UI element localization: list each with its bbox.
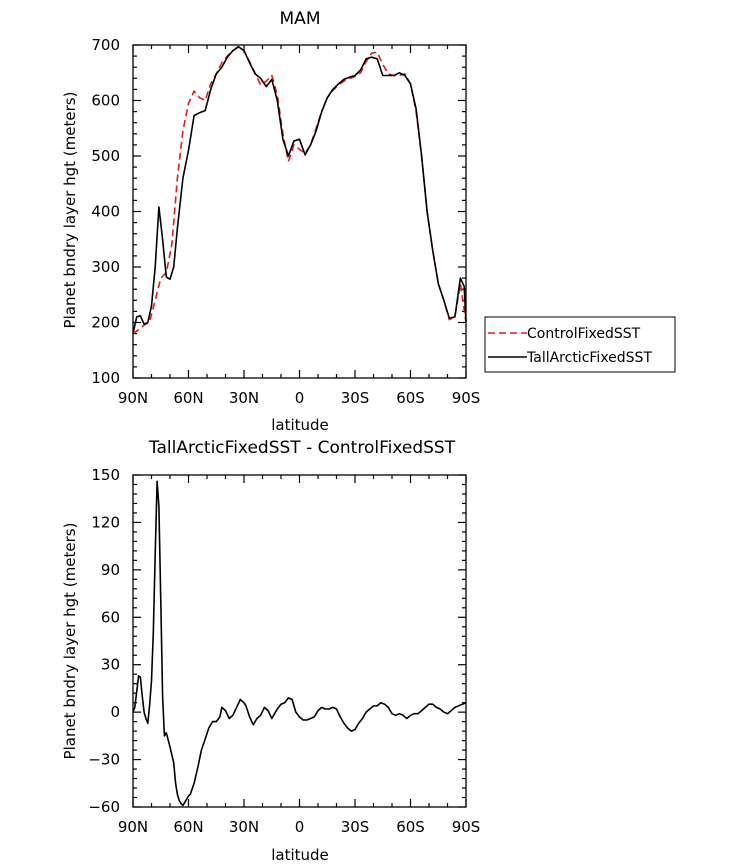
x-tick-label: 30S xyxy=(341,818,370,836)
x-tick-label: 90N xyxy=(118,389,148,407)
panel-top: MAM Planet bndry layer hgt (meters) lati… xyxy=(61,9,480,434)
series-line-tallarcticfixedsst xyxy=(132,45,467,334)
x-tick-label: 0 xyxy=(295,818,305,836)
y-tick-label: 150 xyxy=(91,466,120,484)
y-tick-label: 100 xyxy=(91,369,120,387)
panel-bottom-ylabel: Planet bndry layer hgt (meters) xyxy=(61,523,79,760)
legend: ControlFixedSST TallArcticFixedSST xyxy=(484,316,676,373)
x-tick-label: 60N xyxy=(173,389,203,407)
y-tick-label: 700 xyxy=(91,36,120,54)
panel-top-ticks xyxy=(132,44,467,379)
y-tick-label: −30 xyxy=(88,751,120,769)
panel-bottom: TallArcticFixedSST - ControlFixedSST Pla… xyxy=(61,438,480,864)
x-tick-label: 30S xyxy=(341,389,370,407)
x-tick-label: 30N xyxy=(229,389,259,407)
legend-box xyxy=(484,316,676,373)
x-tick-label: 30N xyxy=(229,818,259,836)
panel-bottom-xlabel: latitude xyxy=(271,846,329,864)
series-line-controlfixedsst xyxy=(132,46,467,335)
panel-top-ytick-labels: 100 200 300 400 500 600 700 xyxy=(91,36,120,387)
x-tick-label: 90S xyxy=(452,389,481,407)
x-tick-label: 90N xyxy=(118,818,148,836)
panel-bottom-ticks xyxy=(132,474,467,808)
y-tick-label: 60 xyxy=(101,608,120,626)
y-tick-label: 500 xyxy=(91,147,120,165)
y-tick-label: 30 xyxy=(101,656,120,674)
y-tick-label: 400 xyxy=(91,203,120,221)
x-tick-label: 60S xyxy=(396,389,425,407)
x-tick-label: 90S xyxy=(452,818,481,836)
panel-top-xlabel: latitude xyxy=(271,416,329,434)
panel-bottom-ytick-labels: −60 −30 0 30 60 90 120 150 xyxy=(88,466,120,816)
panel-top-xtick-labels: 90N 60N 30N 0 30S 60S 90S xyxy=(118,389,480,407)
y-tick-label: 120 xyxy=(91,513,120,531)
panel-top-series xyxy=(132,45,467,335)
x-tick-label: 0 xyxy=(295,389,305,407)
series-line-diff-0 xyxy=(132,480,467,807)
panel-bottom-series xyxy=(132,480,467,807)
panel-top-title: MAM xyxy=(280,9,321,29)
panel-top-frame xyxy=(132,44,467,379)
x-tick-label: 60S xyxy=(396,818,425,836)
y-tick-label: −60 xyxy=(88,798,120,816)
panel-bottom-xtick-labels: 90N 60N 30N 0 30S 60S 90S xyxy=(118,818,480,836)
x-tick-label: 60N xyxy=(173,818,203,836)
y-tick-label: 300 xyxy=(91,258,120,276)
y-tick-label: 600 xyxy=(91,92,120,110)
y-tick-label: 0 xyxy=(110,703,120,721)
y-tick-label: 200 xyxy=(91,314,120,332)
panel-bottom-frame xyxy=(132,474,467,808)
y-tick-label: 90 xyxy=(101,561,120,579)
panel-top-ylabel: Planet bndry layer hgt (meters) xyxy=(61,92,79,329)
legend-label-control: ControlFixedSST xyxy=(527,326,641,342)
legend-label-tallarctic: TallArcticFixedSST xyxy=(526,350,652,366)
panel-bottom-title: TallArcticFixedSST - ControlFixedSST xyxy=(148,438,456,458)
